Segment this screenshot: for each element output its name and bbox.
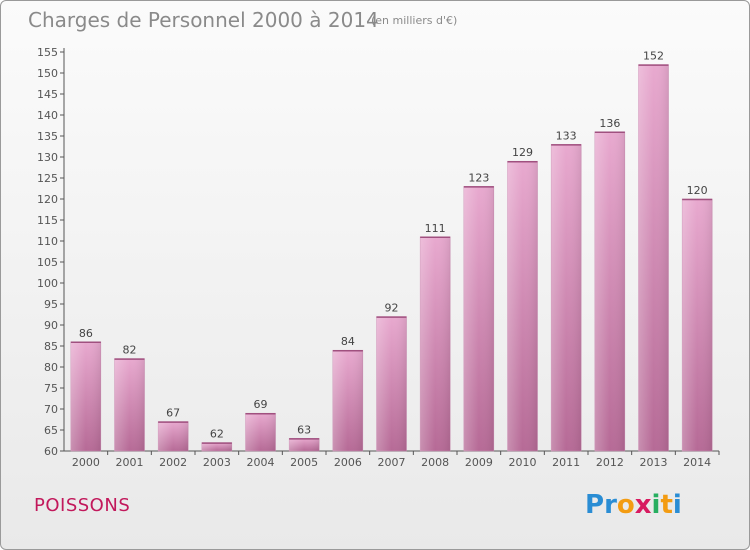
chart-unit: (en milliers d'€) xyxy=(371,14,458,27)
data-label: 62 xyxy=(210,428,224,441)
y-tick-label: 115 xyxy=(37,214,58,227)
y-tick-label: 145 xyxy=(37,88,58,101)
y-tick-label: 140 xyxy=(37,109,58,122)
bar-shade xyxy=(594,131,625,452)
x-tick-label: 2008 xyxy=(421,456,449,469)
data-label: 136 xyxy=(599,117,620,130)
x-tick-label: 2002 xyxy=(159,456,187,469)
y-tick-label: 90 xyxy=(44,319,58,332)
data-label: 120 xyxy=(687,184,708,197)
x-tick-label: 2009 xyxy=(465,456,493,469)
bar-shade xyxy=(507,161,538,451)
bars xyxy=(70,64,713,452)
x-tick-label: 2004 xyxy=(247,456,275,469)
data-label: 129 xyxy=(512,146,533,159)
logo-letter: P xyxy=(585,490,605,520)
bar-shade xyxy=(420,236,451,451)
bar-shade xyxy=(376,316,407,451)
bar-shade xyxy=(551,144,582,451)
bar-shade xyxy=(158,421,189,451)
y-tick-label: 70 xyxy=(44,403,58,416)
x-tick-label: 2012 xyxy=(596,456,624,469)
y-tick-label: 85 xyxy=(44,340,58,353)
proxiti-logo[interactable]: Proxiti xyxy=(585,490,682,520)
bar-shade xyxy=(245,413,276,451)
data-label: 84 xyxy=(341,335,355,348)
y-tick-label: 125 xyxy=(37,172,58,185)
x-tick-label: 2013 xyxy=(640,456,668,469)
x-tick-label: 2005 xyxy=(290,456,318,469)
bar-shade xyxy=(682,199,713,451)
data-label: 69 xyxy=(254,398,268,411)
data-label: 82 xyxy=(123,344,137,357)
y-tick-label: 155 xyxy=(37,46,58,59)
y-tick-label: 60 xyxy=(44,445,58,458)
x-tick-label: 2006 xyxy=(334,456,362,469)
y-tick-label: 100 xyxy=(37,277,58,290)
logo-letter: o xyxy=(616,490,635,520)
bar-shade xyxy=(332,350,363,451)
y-tick-label: 75 xyxy=(44,382,58,395)
bar-shade xyxy=(638,64,669,451)
data-label: 133 xyxy=(556,129,577,142)
bar-shade xyxy=(289,438,320,451)
bar-shade xyxy=(201,442,232,451)
bar-shade xyxy=(463,186,494,451)
data-label: 152 xyxy=(643,50,664,63)
data-label: 111 xyxy=(425,222,446,235)
x-tick-label: 2001 xyxy=(116,456,144,469)
logo-letter: i xyxy=(672,490,682,520)
y-tick-label: 120 xyxy=(37,193,58,206)
logo-letter: t xyxy=(660,490,673,520)
y-tick-label: 130 xyxy=(37,151,58,164)
data-label: 92 xyxy=(385,302,399,315)
y-tick-label: 135 xyxy=(37,130,58,143)
x-tick-label: 2011 xyxy=(552,456,580,469)
data-label: 86 xyxy=(79,327,93,340)
bar-shade xyxy=(114,358,145,451)
y-tick-label: 95 xyxy=(44,298,58,311)
data-label: 67 xyxy=(166,407,180,420)
x-tick-label: 2003 xyxy=(203,456,231,469)
y-axis: 60 65 70 75 80 85 90 95 100 105 110 115 120 125 130 135… xyxy=(37,46,65,458)
data-labels: 86 82 67 62 69 63 84 92 111 123 129 133 136 152 120 xyxy=(79,50,708,441)
data-label: 123 xyxy=(468,171,489,184)
logo-letter: x xyxy=(634,490,652,520)
chart-title: Charges de Personnel 2000 à 2014 xyxy=(28,8,379,32)
y-tick-label: 65 xyxy=(44,424,58,437)
logo-letter: r xyxy=(604,490,617,520)
y-tick-label: 110 xyxy=(37,235,58,248)
data-label: 63 xyxy=(297,423,311,436)
commune-name: POISSONS xyxy=(34,495,131,516)
bar-shade xyxy=(70,341,101,451)
x-tick-label: 2007 xyxy=(378,456,406,469)
y-tick-label: 150 xyxy=(37,67,58,80)
x-tick-label: 2010 xyxy=(509,456,537,469)
x-axis: 2000 2001 2002 2003 2004 2005 2006 2007 2008 2009… xyxy=(60,450,720,469)
x-tick-label: 2014 xyxy=(683,456,711,469)
logo-letter: i xyxy=(651,490,661,520)
y-tick-label: 105 xyxy=(37,256,58,269)
x-tick-label: 2000 xyxy=(72,456,100,469)
y-tick-label: 80 xyxy=(44,361,58,374)
